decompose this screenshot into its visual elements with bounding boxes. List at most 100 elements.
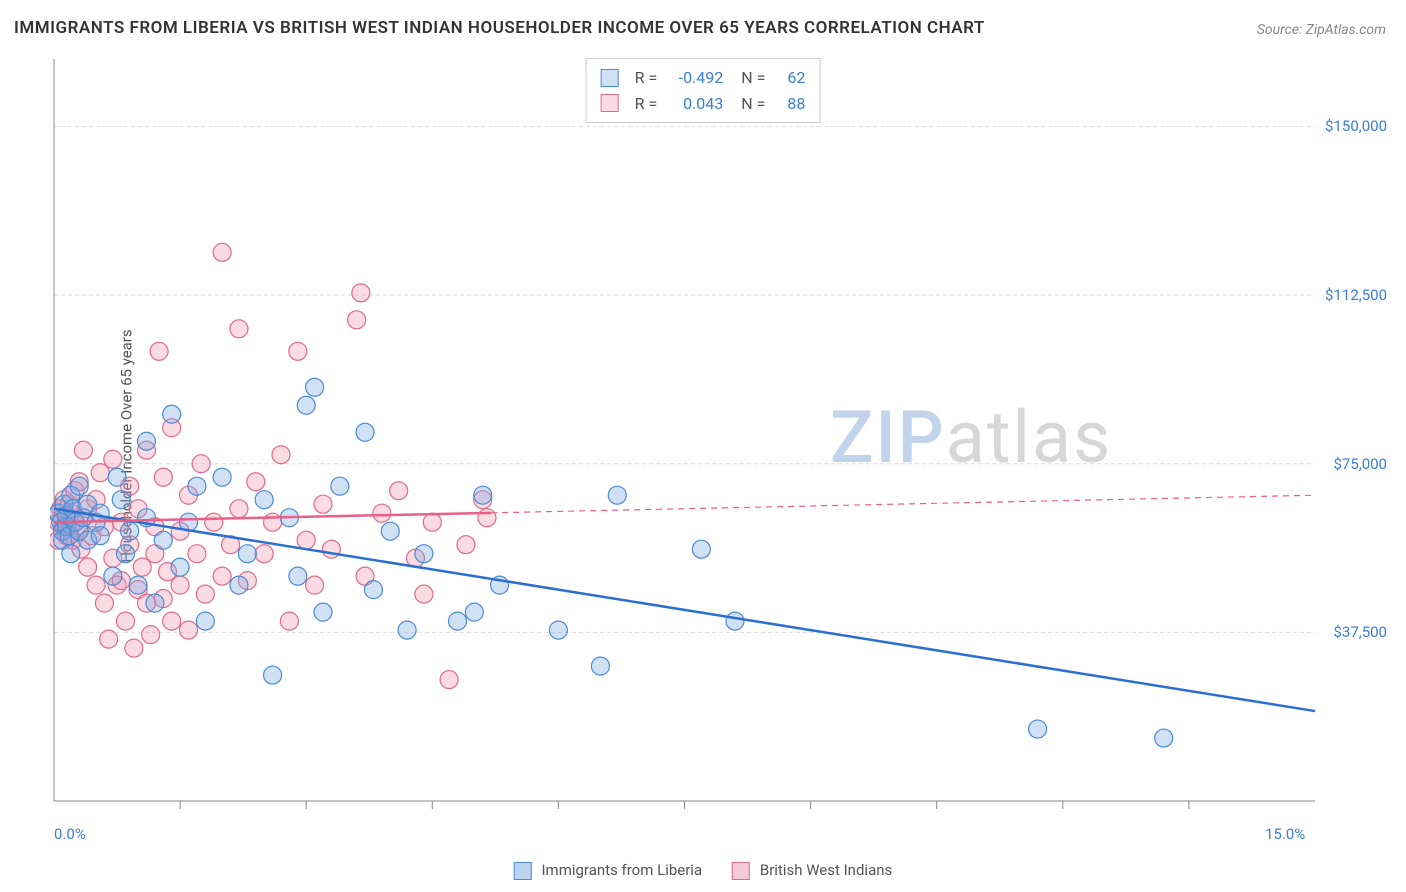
scatter-plot: ZIPatlas $37,500$75,000$112,500$150,0000… [50, 55, 1395, 815]
r-value-1: 0.043 [667, 91, 723, 117]
data-point [154, 531, 172, 549]
data-point [465, 603, 483, 621]
data-point [180, 621, 198, 639]
x-tick-label: 15.0% [1265, 825, 1305, 843]
data-point [280, 612, 298, 630]
data-point [415, 545, 433, 563]
data-point [381, 522, 399, 540]
r-label: R = [635, 91, 658, 117]
correlation-legend: R = -0.492 N = 62 R = 0.043 N = 88 [586, 58, 821, 123]
data-point [116, 612, 134, 630]
data-point [449, 612, 467, 630]
data-point [129, 576, 147, 594]
data-point [255, 491, 273, 509]
y-tick-label: $37,500 [1333, 623, 1387, 641]
data-point [163, 612, 181, 630]
data-point [264, 666, 282, 684]
r-label: R = [635, 65, 658, 91]
data-point [116, 545, 134, 563]
correlation-row-0: R = -0.492 N = 62 [601, 65, 806, 91]
data-point [398, 621, 416, 639]
data-point [142, 626, 160, 644]
y-tick-label: $75,000 [1333, 455, 1387, 473]
data-point [373, 504, 391, 522]
data-point [415, 585, 433, 603]
data-point [352, 284, 370, 302]
r-value-0: -0.492 [667, 65, 723, 91]
data-point [74, 441, 92, 459]
legend-item-0: Immigrants from Liberia [514, 861, 702, 880]
data-point [192, 455, 210, 473]
n-label: N = [733, 91, 765, 117]
data-point [230, 320, 248, 338]
data-point [1029, 720, 1047, 738]
data-point [297, 396, 315, 414]
data-point [137, 432, 155, 450]
y-tick-label: $150,000 [1325, 117, 1387, 135]
data-point [297, 531, 315, 549]
n-value-1: 88 [775, 91, 805, 117]
n-label: N = [733, 65, 765, 91]
data-point [112, 491, 130, 509]
data-point [95, 594, 113, 612]
swatch-legend-1 [732, 862, 750, 880]
data-point [62, 545, 80, 563]
legend-label-0: Immigrants from Liberia [541, 861, 702, 879]
chart-title: IMMIGRANTS FROM LIBERIA VS BRITISH WEST … [14, 18, 985, 38]
data-point [478, 509, 496, 527]
data-point [591, 657, 609, 675]
data-point [549, 621, 567, 639]
data-point [423, 513, 441, 531]
data-point [100, 630, 118, 648]
swatch-series-1 [601, 94, 619, 112]
data-point [150, 342, 168, 360]
data-point [356, 423, 374, 441]
y-tick-label: $112,500 [1325, 286, 1387, 304]
data-point [440, 671, 458, 689]
data-point [196, 612, 214, 630]
data-point [247, 473, 265, 491]
data-point [154, 468, 172, 486]
data-point [163, 405, 181, 423]
data-point [314, 495, 332, 513]
data-point [255, 545, 273, 563]
data-point [230, 500, 248, 518]
plot-svg [50, 55, 1395, 815]
data-point [272, 446, 290, 464]
data-point [306, 378, 324, 396]
data-point [171, 558, 189, 576]
data-point [306, 576, 324, 594]
legend-label-1: British West Indians [760, 861, 892, 879]
correlation-row-1: R = 0.043 N = 88 [601, 91, 806, 117]
data-point [171, 576, 189, 594]
data-point [1155, 729, 1173, 747]
data-point [289, 342, 307, 360]
data-point [608, 486, 626, 504]
series-legend: Immigrants from Liberia British West Ind… [514, 861, 893, 880]
source-attribution: Source: ZipAtlas.com [1257, 22, 1386, 38]
data-point [104, 567, 122, 585]
data-point [87, 576, 105, 594]
data-point [91, 504, 109, 522]
swatch-series-0 [601, 69, 619, 87]
data-point [196, 585, 214, 603]
legend-item-1: British West Indians [732, 861, 892, 880]
data-point [692, 540, 710, 558]
data-point [390, 482, 408, 500]
data-point [108, 468, 126, 486]
data-point [79, 558, 97, 576]
data-point [348, 311, 366, 329]
data-point [70, 477, 88, 495]
data-point [121, 522, 139, 540]
data-point [188, 545, 206, 563]
data-point [331, 477, 349, 495]
data-point [364, 581, 382, 599]
data-point [474, 486, 492, 504]
data-point [188, 477, 206, 495]
data-point [104, 450, 122, 468]
swatch-legend-0 [514, 862, 532, 880]
n-value-0: 62 [775, 65, 805, 91]
data-point [264, 513, 282, 531]
data-point [230, 576, 248, 594]
data-point [213, 468, 231, 486]
